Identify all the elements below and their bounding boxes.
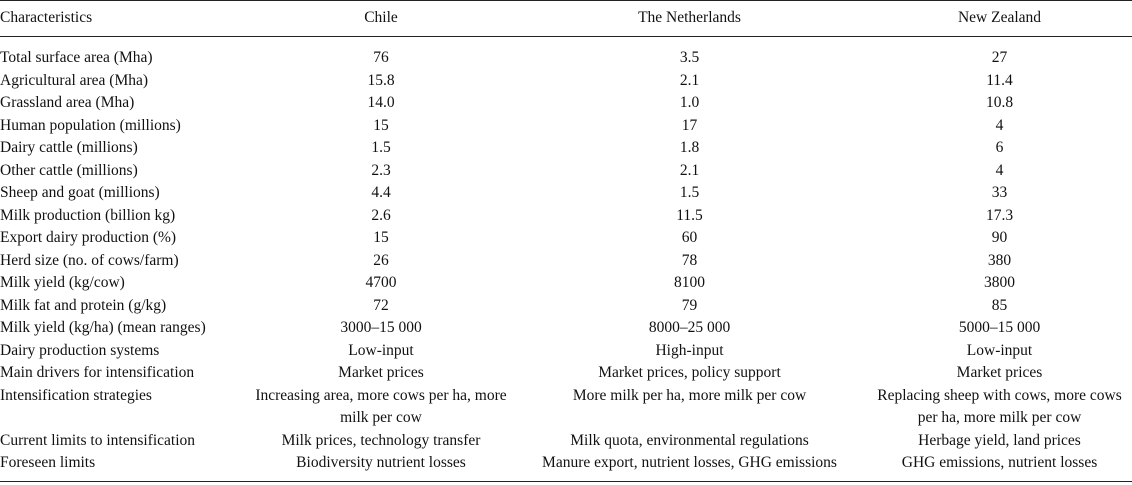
cell-chile: 4700 — [365, 274, 397, 291]
table-row: Grassland area (Mha) 14.0 1.0 10.8 — [0, 92, 1132, 115]
cell-netherlands: 1.8 — [679, 139, 700, 156]
cell-new-zealand: 11.4 — [986, 71, 1013, 89]
row-label: Main drivers for intensification — [0, 364, 195, 381]
cell-new-zealand: 17.3 — [985, 206, 1014, 224]
row-label: Human population (millions) — [0, 116, 181, 134]
table-row: Sheep and goat (millions) 4.4 1.5 33 — [0, 182, 1132, 205]
table-row: Current limits to intensification Milk p… — [0, 430, 1132, 453]
cell-new-zealand: 4 — [995, 161, 1004, 179]
table-row: Agricultural area (Mha) 15.8 2.1 11.4 — [0, 70, 1132, 93]
cell-netherlands: 78 — [681, 251, 698, 269]
cell-new-zealand: Market prices — [956, 364, 1043, 381]
cell-new-zealand: 10.8 — [985, 94, 1014, 111]
row-label: Dairy cattle (millions) — [0, 139, 138, 156]
cell-new-zealand: Low-input — [966, 341, 1033, 359]
cell-netherlands: 2.1 — [679, 161, 700, 179]
row-label: Total surface area (Mha) — [0, 49, 153, 66]
cell-netherlands: Manure export, nutrient losses, GHG emis… — [542, 454, 837, 471]
cell-chile: 76 — [373, 49, 389, 66]
cell-chile: Low-input — [348, 341, 414, 359]
cell-chile: Increasing area, more cows per ha, more … — [255, 386, 507, 427]
cell-chile: 26 — [373, 251, 389, 269]
cell-new-zealand: 33 — [991, 184, 1008, 201]
cell-new-zealand: Replacing sheep with cows, more cows per… — [877, 386, 1122, 427]
table-row: Total surface area (Mha) 76 3.5 27 — [0, 37, 1132, 70]
cell-chile: 2.3 — [371, 161, 391, 179]
cell-chile: Market prices — [338, 364, 424, 381]
cell-netherlands: 17 — [681, 116, 698, 134]
cell-chile: 72 — [373, 296, 389, 314]
table-row: Milk yield (kg/cow) 4700 8100 3800 — [0, 272, 1132, 295]
table-header: Characteristics Chile The Netherlands Ne… — [0, 0, 1132, 37]
table-row: Main drivers for intensification Market … — [0, 362, 1132, 385]
table-row: Export dairy production (%) 15 60 90 — [0, 227, 1132, 250]
cell-netherlands: 11.5 — [676, 206, 703, 224]
header-characteristics: Characteristics — [0, 9, 93, 27]
table-row: Herd size (no. of cows/farm) 26 78 380 — [0, 250, 1132, 273]
header-chile: Chile — [364, 9, 398, 27]
table-row: Foreseen limits Biodiversity nutrient lo… — [0, 452, 1132, 481]
cell-netherlands: 1.5 — [679, 184, 700, 201]
cell-chile: 3000–15 000 — [340, 319, 422, 336]
cell-chile: 15 — [373, 116, 389, 134]
row-label: Agricultural area (Mha) — [0, 71, 149, 89]
cell-new-zealand: 90 — [991, 229, 1008, 246]
table-row: Milk fat and protein (g/kg) 72 79 85 — [0, 295, 1132, 318]
cell-new-zealand: GHG emissions, nutrient losses — [901, 454, 1098, 471]
row-label: Sheep and goat (millions) — [0, 184, 160, 201]
cell-new-zealand: Herbage yield, land prices — [918, 431, 1081, 449]
cell-new-zealand: 4 — [995, 116, 1004, 134]
table-row: Human population (millions) 15 17 4 — [0, 115, 1132, 138]
row-label: Intensification strategies — [0, 386, 152, 404]
cell-chile: Milk prices, technology transfer — [281, 431, 481, 449]
cell-netherlands: 8100 — [674, 274, 705, 291]
cell-netherlands: 8000–25 000 — [648, 319, 731, 336]
row-label: Grassland area (Mha) — [0, 94, 135, 111]
row-label: Milk fat and protein (g/kg) — [0, 296, 167, 314]
row-label: Dairy production systems — [0, 341, 160, 359]
cell-chile: 14.0 — [367, 94, 395, 111]
cell-netherlands: 2.1 — [679, 71, 700, 89]
cell-new-zealand: 5000–15 000 — [958, 319, 1041, 336]
header-netherlands: The Netherlands — [638, 9, 741, 27]
header-row: Characteristics Chile The Netherlands Ne… — [0, 0, 1132, 37]
cell-chile: 4.4 — [371, 184, 391, 201]
cell-netherlands: 60 — [681, 229, 698, 246]
cell-chile: 1.5 — [371, 139, 391, 156]
table-row: Milk yield (kg/ha) (mean ranges) 3000–15… — [0, 317, 1132, 340]
table-row: Other cattle (millions) 2.3 2.1 4 — [0, 160, 1132, 183]
cell-netherlands: More milk per ha, more milk per cow — [572, 386, 807, 404]
cell-new-zealand: 6 — [995, 139, 1004, 156]
cell-chile: Biodiversity nutrient losses — [296, 454, 466, 471]
row-label: Milk yield (kg/cow) — [0, 274, 125, 291]
cell-netherlands: Milk quota, environmental regulations — [570, 431, 809, 449]
table-row: Dairy production systems Low-input High-… — [0, 340, 1132, 363]
table-row: Milk production (billion kg) 2.6 11.5 17… — [0, 205, 1132, 228]
cell-new-zealand: 380 — [987, 251, 1012, 269]
row-label: Foreseen limits — [0, 454, 96, 471]
row-label: Milk production (billion kg) — [0, 206, 176, 224]
cell-new-zealand: 27 — [991, 49, 1008, 66]
row-label: Milk yield (kg/ha) (mean ranges) — [0, 319, 206, 336]
cell-chile: 15 — [373, 229, 389, 246]
cell-netherlands: 79 — [681, 296, 698, 314]
cell-chile: 2.6 — [371, 206, 391, 224]
cell-new-zealand: 3800 — [984, 274, 1015, 291]
cell-netherlands: Market prices, policy support — [598, 364, 781, 381]
row-label: Other cattle (millions) — [0, 161, 138, 179]
row-label: Herd size (no. of cows/farm) — [0, 251, 179, 269]
row-label: Current limits to intensification — [0, 431, 196, 449]
header-new-zealand: New Zealand — [957, 9, 1042, 27]
table-row: Dairy cattle (millions) 1.5 1.8 6 — [0, 137, 1132, 160]
table-row: Intensification strategies Increasing ar… — [0, 385, 1132, 430]
table-body: Total surface area (Mha) 76 3.5 27 Agric… — [0, 37, 1132, 481]
cell-netherlands: 1.0 — [679, 94, 700, 111]
row-label: Export dairy production (%) — [0, 229, 177, 246]
cell-netherlands: 3.5 — [679, 49, 700, 66]
cell-new-zealand: 85 — [991, 296, 1008, 314]
cell-chile: 15.8 — [367, 71, 395, 89]
cell-netherlands: High-input — [655, 341, 724, 359]
